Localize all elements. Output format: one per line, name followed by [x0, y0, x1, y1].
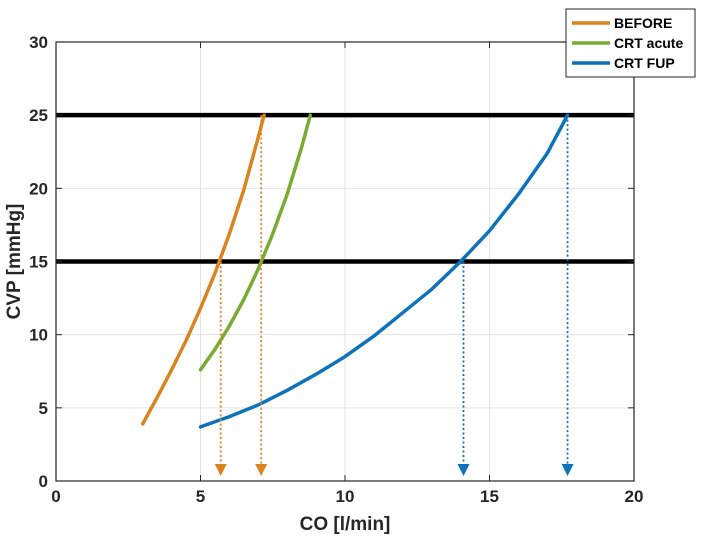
legend-label-crt-fup: CRT FUP — [614, 55, 675, 71]
y-tick-label: 5 — [39, 399, 48, 418]
y-tick-label: 10 — [29, 326, 48, 345]
y-tick-label: 25 — [29, 106, 48, 125]
dotted-arrows — [214, 115, 574, 476]
arrow-head — [561, 464, 574, 476]
y-axis-title: CVP [mmHg] — [4, 204, 25, 320]
series-line-before — [140, 113, 266, 426]
arrow-head — [255, 464, 268, 476]
legend: BEFORE CRT acute CRT FUP — [565, 8, 696, 78]
axis-ticks: 0 5 10 15 20 0 5 10 15 20 25 30 — [29, 33, 643, 506]
series-line-crt-acute — [198, 113, 313, 372]
x-tick-label: 5 — [196, 487, 205, 506]
x-tick-label: 15 — [480, 487, 499, 506]
y-tick-label: 30 — [29, 33, 48, 52]
y-tick-label: 20 — [29, 179, 48, 198]
y-tick-label: 15 — [29, 253, 48, 272]
series-lines — [140, 113, 570, 429]
x-tick-label: 10 — [336, 487, 355, 506]
x-axis-title: CO [l/min] — [300, 514, 391, 535]
arrow-head — [214, 464, 227, 476]
arrow-head — [457, 464, 470, 476]
series-line-crt-fup — [198, 113, 570, 429]
y-tick-label: 0 — [39, 472, 48, 491]
legend-label-before: BEFORE — [614, 15, 672, 31]
x-tick-label: 20 — [625, 487, 644, 506]
legend-box — [565, 8, 696, 78]
x-tick-label: 0 — [51, 487, 60, 506]
reference-lines — [56, 112, 634, 264]
legend-label-crt-acute: CRT acute — [614, 35, 683, 51]
